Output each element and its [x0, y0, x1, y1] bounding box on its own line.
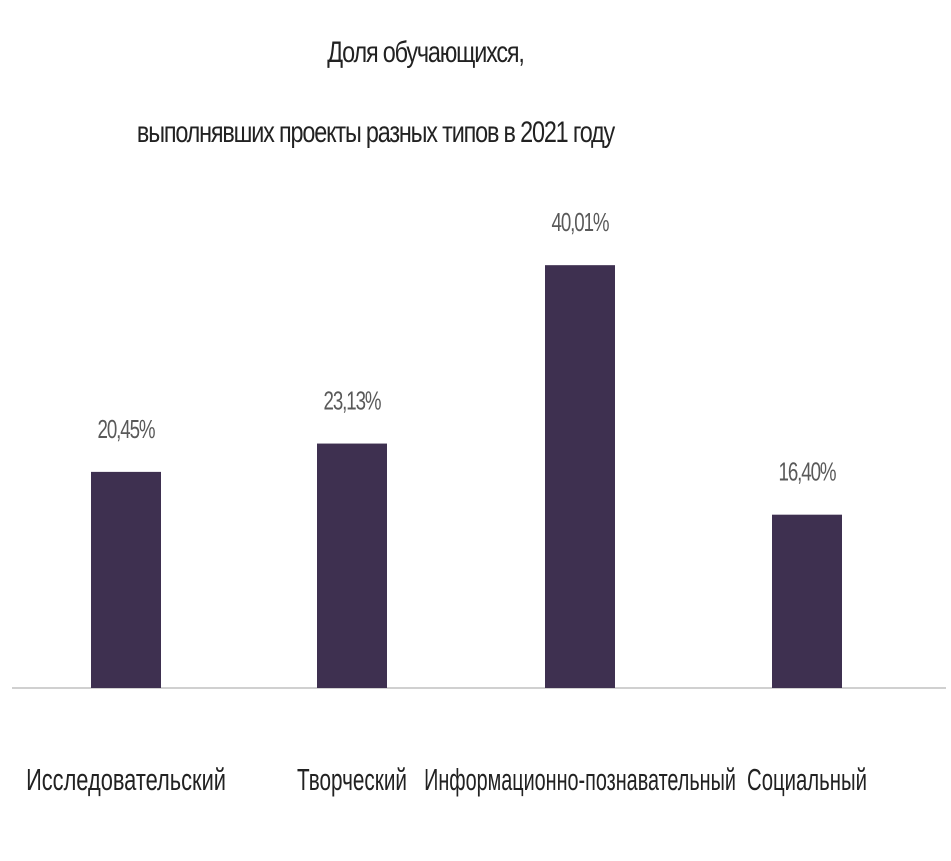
x-tick-label-4: Социальный [747, 762, 867, 797]
data-label-3: 40,01% [552, 207, 610, 237]
x-tick-label-1: Исследовательский [26, 762, 226, 797]
data-label-4: 16,40% [779, 457, 837, 487]
chart-title-line-2: выполнявших проекты разных типов в 2021 … [136, 116, 615, 149]
bar-2 [317, 443, 387, 688]
x-tick-label-3: Информационно-познавательный [424, 761, 736, 797]
x-tick-label-2: Творческий [297, 762, 407, 797]
data-label-2: 23,13% [324, 385, 382, 415]
bar-1 [91, 471, 161, 688]
data-label-1: 20,45% [98, 414, 156, 444]
chart-title-line-1: Доля обучающихся, [327, 36, 525, 69]
bar-4 [772, 514, 842, 688]
bar-3 [545, 265, 615, 688]
